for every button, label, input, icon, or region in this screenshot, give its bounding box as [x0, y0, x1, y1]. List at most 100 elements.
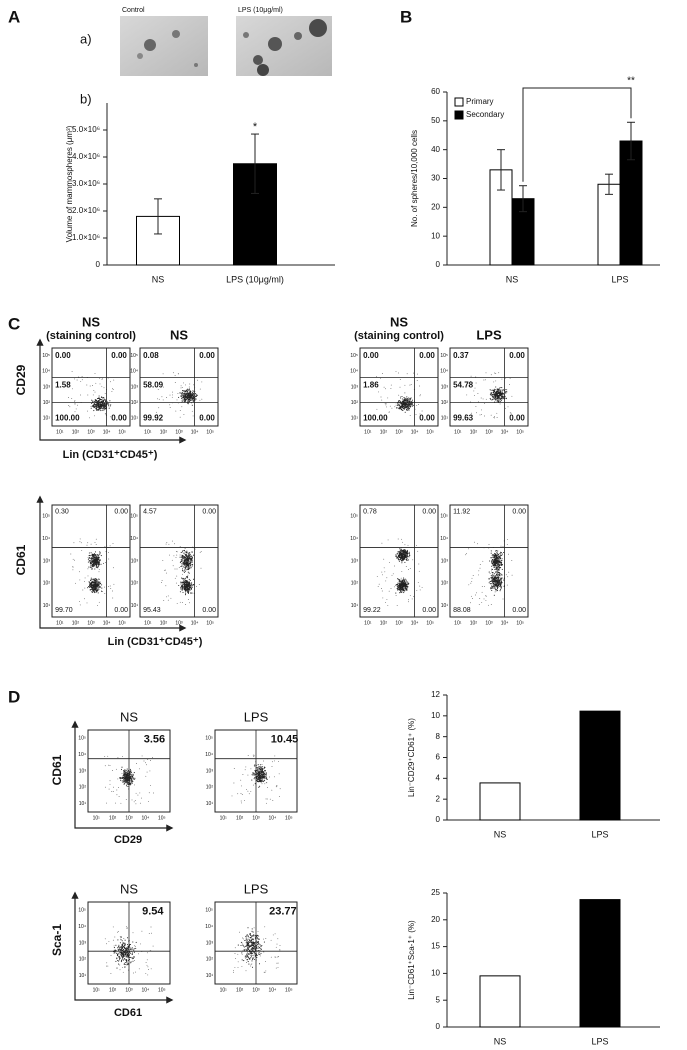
event-dot: [495, 391, 497, 393]
event-dot: [101, 406, 103, 408]
event-dot: [95, 588, 97, 590]
event-dot: [145, 972, 147, 974]
event-dot: [84, 587, 86, 589]
x-tick-label: 10¹: [220, 815, 228, 821]
quadrant-value: 0.00: [509, 351, 525, 360]
event-dot: [271, 761, 273, 763]
event-dot: [262, 775, 264, 777]
event-dot: [147, 966, 149, 968]
event-dot: [182, 583, 184, 585]
event-dot: [93, 553, 95, 555]
event-dot: [150, 949, 152, 951]
event-dot: [500, 545, 502, 547]
x-tick-label: 10³: [485, 429, 493, 435]
event-dot: [397, 584, 400, 586]
event-dot: [162, 560, 164, 562]
y-tick-label: 10¹: [131, 416, 139, 422]
event-dot: [485, 372, 487, 374]
event-dot: [491, 392, 493, 394]
event-dot: [499, 392, 501, 394]
event-dot: [490, 398, 492, 400]
event-dot: [490, 414, 492, 416]
event-dot: [183, 582, 185, 584]
event-dot: [88, 586, 90, 588]
event-dot: [184, 579, 186, 581]
event-dot: [184, 566, 186, 569]
event-dot: [269, 776, 270, 778]
event-dot: [183, 395, 185, 397]
event-dot: [189, 579, 191, 581]
event-dot: [133, 801, 135, 803]
event-dot: [402, 549, 405, 551]
event-dot: [495, 380, 497, 382]
event-dot: [109, 780, 111, 782]
event-dot: [95, 399, 97, 401]
event-dot: [491, 577, 493, 579]
event-dot: [101, 385, 103, 387]
event-dot: [278, 796, 280, 798]
event-dot: [94, 542, 96, 544]
y-tick-label: 10: [431, 969, 440, 978]
event-dot: [266, 798, 268, 800]
event-dot: [135, 945, 136, 947]
event-dot: [97, 562, 99, 564]
event-dot: [90, 586, 92, 588]
event-dot: [393, 586, 395, 588]
event-dot: [95, 544, 97, 546]
event-dot: [402, 406, 404, 408]
quadrant-value: 0.00: [202, 607, 216, 614]
event-dot: [117, 939, 119, 941]
event-dot: [120, 960, 123, 962]
event-dot: [187, 391, 189, 393]
plot-frame: [51, 504, 131, 618]
x-tick-label: 10⁵: [158, 987, 166, 993]
event-dot: [187, 556, 189, 559]
event-dot: [122, 780, 124, 782]
quadrant-value: 0.00: [199, 351, 215, 360]
event-dot: [131, 777, 133, 779]
event-dot: [90, 560, 92, 562]
event-dot: [481, 586, 483, 587]
quadrant-value: 100.00: [363, 413, 388, 422]
event-dot: [497, 550, 499, 552]
event-dot: [399, 548, 401, 550]
event-dot: [178, 567, 180, 569]
event-dot: [400, 396, 402, 398]
event-dot: [412, 404, 414, 406]
event-dot: [146, 771, 148, 773]
event-dot: [398, 551, 400, 553]
event-dot: [187, 396, 189, 398]
event-dot: [109, 381, 111, 383]
event-dot: [245, 935, 247, 937]
panel-label: C: [8, 314, 20, 333]
event-dot: [501, 394, 503, 396]
event-dot: [98, 409, 100, 411]
event-dot: [80, 542, 82, 544]
event-dot: [245, 938, 247, 940]
event-dot: [192, 415, 194, 417]
event-dot: [191, 399, 193, 401]
event-dot: [182, 573, 183, 575]
event-dot: [120, 961, 122, 963]
event-dot: [123, 771, 125, 773]
event-dot: [409, 401, 411, 403]
event-dot: [261, 771, 263, 773]
event-dot: [118, 787, 119, 789]
event-dot: [408, 404, 410, 406]
event-dot: [508, 571, 510, 573]
event-dot: [400, 577, 402, 579]
event-dot: [509, 377, 511, 379]
event-dot: [479, 564, 481, 565]
event-dot: [398, 401, 400, 403]
event-dot: [95, 403, 98, 405]
event-dot: [395, 595, 397, 597]
event-dot: [87, 556, 89, 558]
event-dot: [401, 562, 403, 564]
event-dot: [92, 565, 94, 567]
event-dot: [494, 563, 496, 565]
event-dot: [186, 396, 188, 398]
event-dot: [412, 559, 414, 561]
event-dot: [185, 567, 187, 569]
event-dot: [94, 559, 96, 561]
event-dot: [406, 399, 409, 401]
